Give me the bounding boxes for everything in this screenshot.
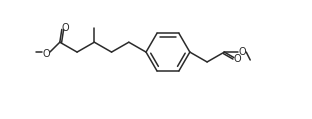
Text: O: O [62, 23, 70, 33]
Text: O: O [234, 54, 241, 64]
Text: O: O [42, 49, 50, 59]
Text: O: O [238, 47, 246, 57]
